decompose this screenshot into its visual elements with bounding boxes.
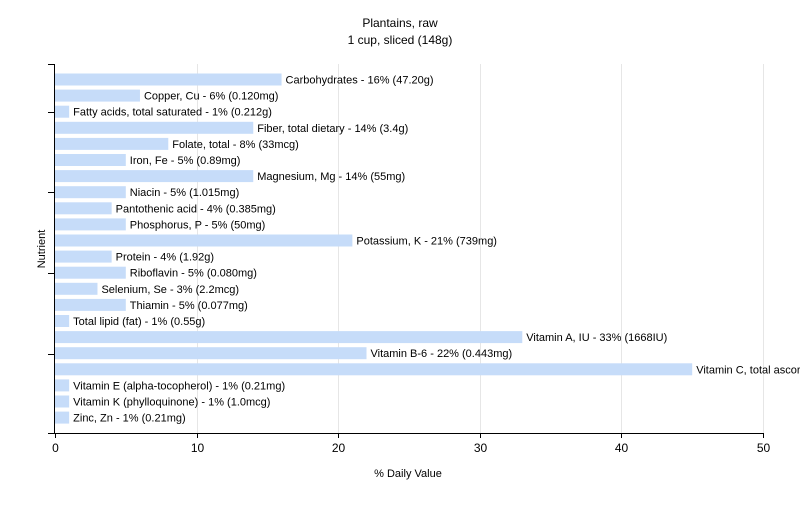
bar-layer: Carbohydrates - 16% (47.20g) Copper, Cu -… [55,73,800,425]
bar [55,379,70,392]
bar-label: Phosphorus, P - 5% (50mg) [130,219,266,231]
bar [55,89,140,102]
bar [55,170,254,183]
bar-label: Copper, Cu - 6% (0.120mg) [144,91,279,103]
grid-layer [197,64,764,433]
bar [55,234,353,247]
bar [55,282,98,295]
bar [55,154,126,166]
bar-label: Thiamin - 5% (0.077mg) [130,300,248,312]
axis-layer [48,64,763,434]
bar-label: Vitamin A, IU - 33% (1668IU) [526,332,667,344]
bar-label: Niacin - 5% (1.015mg) [130,187,239,199]
bar [55,186,126,199]
bar [55,395,70,408]
bar-label: Vitamin C, total ascorbic acid - 45% (27… [696,364,800,376]
x-tick-label: 20 [332,441,346,455]
bar [55,298,126,311]
x-tick-label: 0 [52,441,59,455]
bar-label: Fatty acids, total saturated - 1% (0.212… [73,107,272,119]
bar [55,347,367,360]
bar-label: Iron, Fe - 5% (0.89mg) [130,155,241,167]
bar-label: Riboflavin - 5% (0.080mg) [130,268,257,280]
bar [55,331,523,344]
bar [55,315,70,327]
bar-label: Folate, total - 8% (33mcg) [172,139,299,151]
bar-label: Zinc, Zn - 1% (0.21mg) [73,413,185,425]
bar-label: Potassium, K - 21% (739mg) [356,236,497,248]
x-tick-layer: 0 10 20 30 40 50 [52,433,770,455]
y-axis-label: Nutrient [36,230,48,269]
bar [55,121,254,134]
bar [55,250,112,263]
chart-subtitle: 1 cup, sliced (148g) [348,33,453,47]
bar [55,202,112,215]
bar [55,411,70,424]
x-axis-label: % Daily Value [374,468,442,480]
x-tick-label: 40 [615,441,629,455]
bar-label: Fiber, total dietary - 14% (3.4g) [257,123,408,135]
bar [55,266,126,279]
x-tick-label: 30 [474,441,488,455]
bar-label: Vitamin B-6 - 22% (0.443mg) [371,348,513,360]
bar-label: Magnesium, Mg - 14% (55mg) [257,171,405,183]
bar-label: Total lipid (fat) - 1% (0.55g) [73,316,205,328]
bar-label: Protein - 4% (1.92g) [116,252,214,264]
bar-label: Vitamin E (alpha-tocopherol) - 1% (0.21m… [73,380,285,392]
bar [55,363,693,376]
bar-label: Pantothenic acid - 4% (0.385mg) [116,203,276,215]
bar [55,105,70,118]
bar [55,73,282,86]
x-tick-label: 10 [191,441,205,455]
bar-label: Carbohydrates - 16% (47.20g) [286,75,434,87]
bar [55,137,169,150]
x-tick-label: 50 [757,441,771,455]
bar-label: Selenium, Se - 3% (2.2mcg) [101,284,239,296]
chart-title: Plantains, raw [362,16,438,30]
bar [55,218,126,231]
bar-label: Vitamin K (phylloquinone) - 1% (1.0mcg) [73,397,270,409]
